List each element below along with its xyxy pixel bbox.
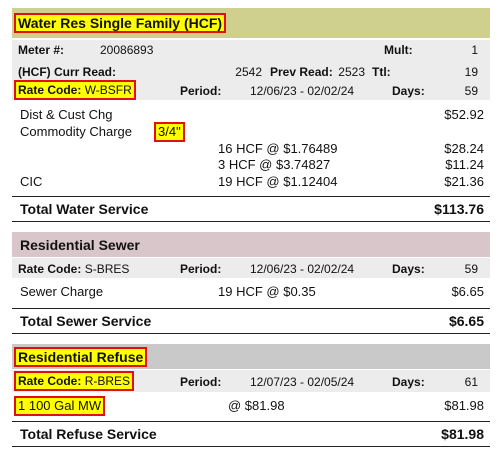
item: Sewer Charge — [20, 284, 104, 299]
value: R-BRES — [84, 374, 131, 388]
label: Rate Code: — [18, 262, 82, 276]
label: Rate Code: — [18, 83, 82, 97]
meter-size: 3/4" — [154, 122, 185, 142]
label: Mult: — [384, 43, 413, 57]
value: 12/06/23 - 02/02/24 — [250, 84, 355, 98]
total: $81.98 — [441, 426, 484, 442]
rate-detail: 3 HCF @ $3.74827 — [218, 157, 331, 172]
divider — [12, 221, 490, 222]
value: 20086893 — [100, 43, 154, 57]
rate-code: Rate Code: S-BRES — [18, 261, 129, 277]
section-title: Residential Sewer — [20, 237, 140, 253]
value: 59 — [464, 262, 478, 276]
amount: $11.24 — [445, 157, 484, 172]
total-label: Total Sewer Service — [20, 313, 152, 329]
value: 61 — [464, 375, 478, 389]
rate-code: Rate Code: R-BRES — [14, 371, 135, 391]
section-title: Water Res Single Family (HCF) — [14, 13, 227, 33]
divider — [12, 196, 490, 197]
divider — [12, 333, 490, 334]
label: Days: — [392, 84, 425, 98]
rate-code: Rate Code: W-BSFR — [14, 80, 136, 100]
value: W-BSFR — [84, 83, 132, 97]
value: 1 — [471, 43, 478, 57]
label: Ttl: — [372, 65, 391, 79]
amount: $6.65 — [451, 284, 484, 299]
amount: $28.24 — [444, 141, 484, 156]
total-label: Total Refuse Service — [20, 426, 157, 442]
label: Days: — [392, 375, 425, 389]
item: Dist & Cust Chg — [20, 107, 113, 122]
total: $6.65 — [448, 313, 484, 329]
rate-detail: 19 HCF @ $0.35 — [218, 284, 316, 299]
rate-detail: @ $81.98 — [228, 398, 285, 413]
item: Commodity Charge — [20, 124, 132, 139]
total-label: Total Water Service — [20, 201, 149, 217]
label: Period: — [180, 84, 222, 98]
label: Prev Read: — [270, 65, 333, 79]
amount: $21.36 — [444, 174, 484, 189]
item: CIC — [20, 174, 43, 189]
sewer-header — [12, 232, 490, 257]
info-rows — [12, 258, 490, 278]
value: 59 — [464, 84, 478, 98]
label: Meter #: — [18, 43, 65, 57]
value: 19 — [464, 65, 478, 79]
label: Days: — [392, 262, 425, 276]
divider — [12, 446, 490, 447]
value: 2523 — [338, 65, 365, 79]
value: 12/07/23 - 02/05/24 — [250, 375, 355, 389]
divider — [12, 308, 490, 309]
amount: $52.92 — [444, 107, 484, 122]
value: 2542 — [235, 65, 262, 79]
label: Rate Code: — [18, 374, 82, 388]
label: Period: — [180, 375, 222, 389]
divider — [12, 421, 490, 422]
amount: $81.98 — [444, 398, 484, 413]
label: Period: — [180, 262, 222, 276]
label: (HCF) Curr Read: — [18, 65, 116, 79]
value: 12/06/23 - 02/02/24 — [250, 262, 355, 276]
rate-detail: 19 HCF @ $1.12404 — [218, 174, 338, 189]
rate-detail: 16 HCF @ $1.76489 — [218, 141, 338, 156]
value: S-BRES — [84, 262, 130, 276]
total: $113.76 — [434, 201, 484, 217]
item: 1 100 Gal MW — [14, 396, 106, 416]
section-title: Residential Refuse — [14, 347, 148, 367]
